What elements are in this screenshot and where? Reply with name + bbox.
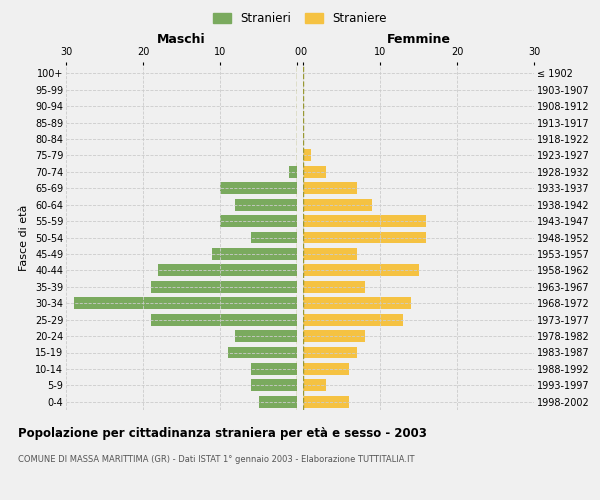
Text: COMUNE DI MASSA MARITTIMA (GR) - Dati ISTAT 1° gennaio 2003 - Elaborazione TUTTI: COMUNE DI MASSA MARITTIMA (GR) - Dati IS… xyxy=(18,455,415,464)
Bar xyxy=(303,264,419,276)
Bar xyxy=(303,150,311,162)
Y-axis label: Anni di nascita: Anni di nascita xyxy=(599,196,600,279)
Bar xyxy=(235,198,297,210)
Bar xyxy=(220,182,297,194)
Bar xyxy=(220,215,297,227)
Bar xyxy=(303,363,349,375)
Y-axis label: Fasce di età: Fasce di età xyxy=(19,204,29,270)
Bar xyxy=(259,396,297,407)
Bar xyxy=(251,232,297,243)
Bar xyxy=(303,198,372,210)
Bar xyxy=(303,215,426,227)
Bar xyxy=(303,298,411,309)
Bar xyxy=(303,248,357,260)
Text: Popolazione per cittadinanza straniera per età e sesso - 2003: Popolazione per cittadinanza straniera p… xyxy=(18,428,427,440)
Bar xyxy=(303,182,357,194)
Bar xyxy=(151,314,297,326)
Bar xyxy=(303,232,426,243)
Bar xyxy=(289,166,297,177)
Bar xyxy=(303,396,349,407)
Bar xyxy=(303,330,365,342)
Bar xyxy=(151,281,297,292)
X-axis label: Maschi: Maschi xyxy=(157,33,206,46)
Bar xyxy=(303,380,326,392)
Bar xyxy=(74,298,297,309)
Bar xyxy=(303,314,403,326)
Bar xyxy=(251,380,297,392)
Bar xyxy=(303,281,365,292)
Bar xyxy=(212,248,297,260)
Bar xyxy=(303,166,326,177)
Bar xyxy=(158,264,297,276)
Legend: Stranieri, Straniere: Stranieri, Straniere xyxy=(209,8,391,28)
Bar xyxy=(235,330,297,342)
X-axis label: Femmine: Femmine xyxy=(386,33,451,46)
Bar xyxy=(303,346,357,358)
Bar xyxy=(251,363,297,375)
Bar xyxy=(228,346,297,358)
